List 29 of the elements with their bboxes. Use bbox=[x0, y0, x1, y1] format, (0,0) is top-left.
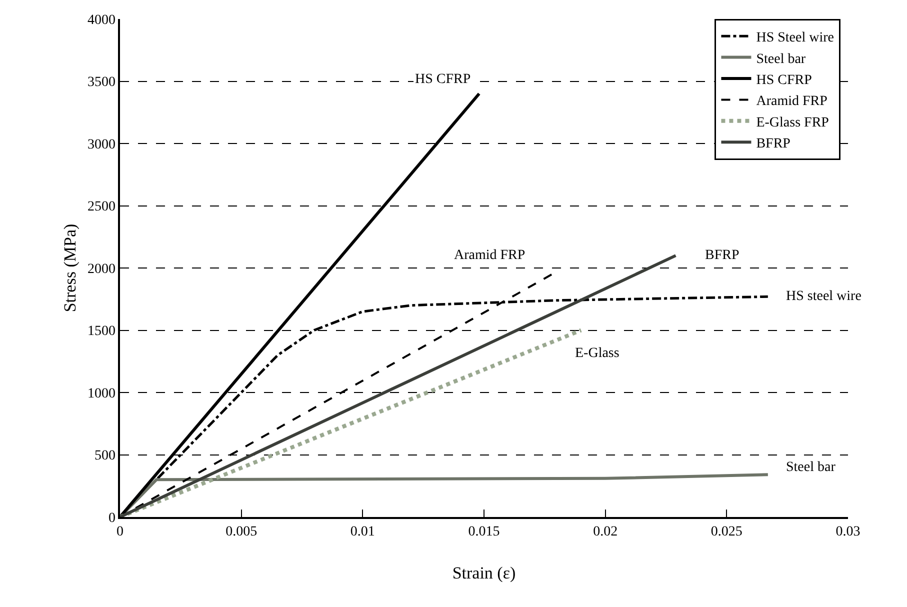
y-tick-label: 3000 bbox=[87, 137, 116, 152]
x-tick-label: 0.01 bbox=[350, 524, 375, 540]
annotation: BFRP bbox=[705, 248, 740, 263]
x-tick-label: 0.005 bbox=[226, 524, 258, 540]
y-tick-label: 3500 bbox=[87, 75, 116, 90]
y-tick-label: 0 bbox=[108, 510, 116, 526]
y-tick-label: 4000 bbox=[87, 12, 116, 28]
legend-label: Steel bar bbox=[756, 52, 806, 67]
x-tick-label: 0.015 bbox=[468, 524, 500, 540]
legend-label: BFRP bbox=[756, 136, 791, 152]
y-tick-label: 2000 bbox=[87, 262, 116, 277]
legend-label: E-Glass FRP bbox=[756, 115, 830, 130]
y-tick-label: 500 bbox=[94, 448, 116, 464]
legend-label: HS Steel wire bbox=[756, 30, 834, 46]
annotation: HS CFRP bbox=[415, 72, 471, 87]
y-tick-label: 1500 bbox=[87, 324, 116, 340]
legend-label: HS CFRP bbox=[756, 72, 812, 88]
x-axis-title: Strain (ε) bbox=[452, 564, 516, 582]
y-tick-label: 2500 bbox=[87, 200, 116, 215]
annotation: Steel bar bbox=[786, 460, 836, 475]
annotation: E-Glass bbox=[575, 346, 620, 361]
annotation: HS steel wire bbox=[786, 289, 862, 304]
legend-label: Aramid FRP bbox=[756, 94, 828, 110]
annotation: Aramid FRP bbox=[454, 248, 526, 263]
x-tick-label: 0.02 bbox=[593, 524, 618, 540]
y-axis-title: Stress (MPa) bbox=[60, 224, 80, 312]
x-tick-label: 0.025 bbox=[710, 524, 742, 540]
x-tick-label: 0.03 bbox=[836, 524, 860, 540]
y-tick-label: 1000 bbox=[87, 386, 116, 402]
